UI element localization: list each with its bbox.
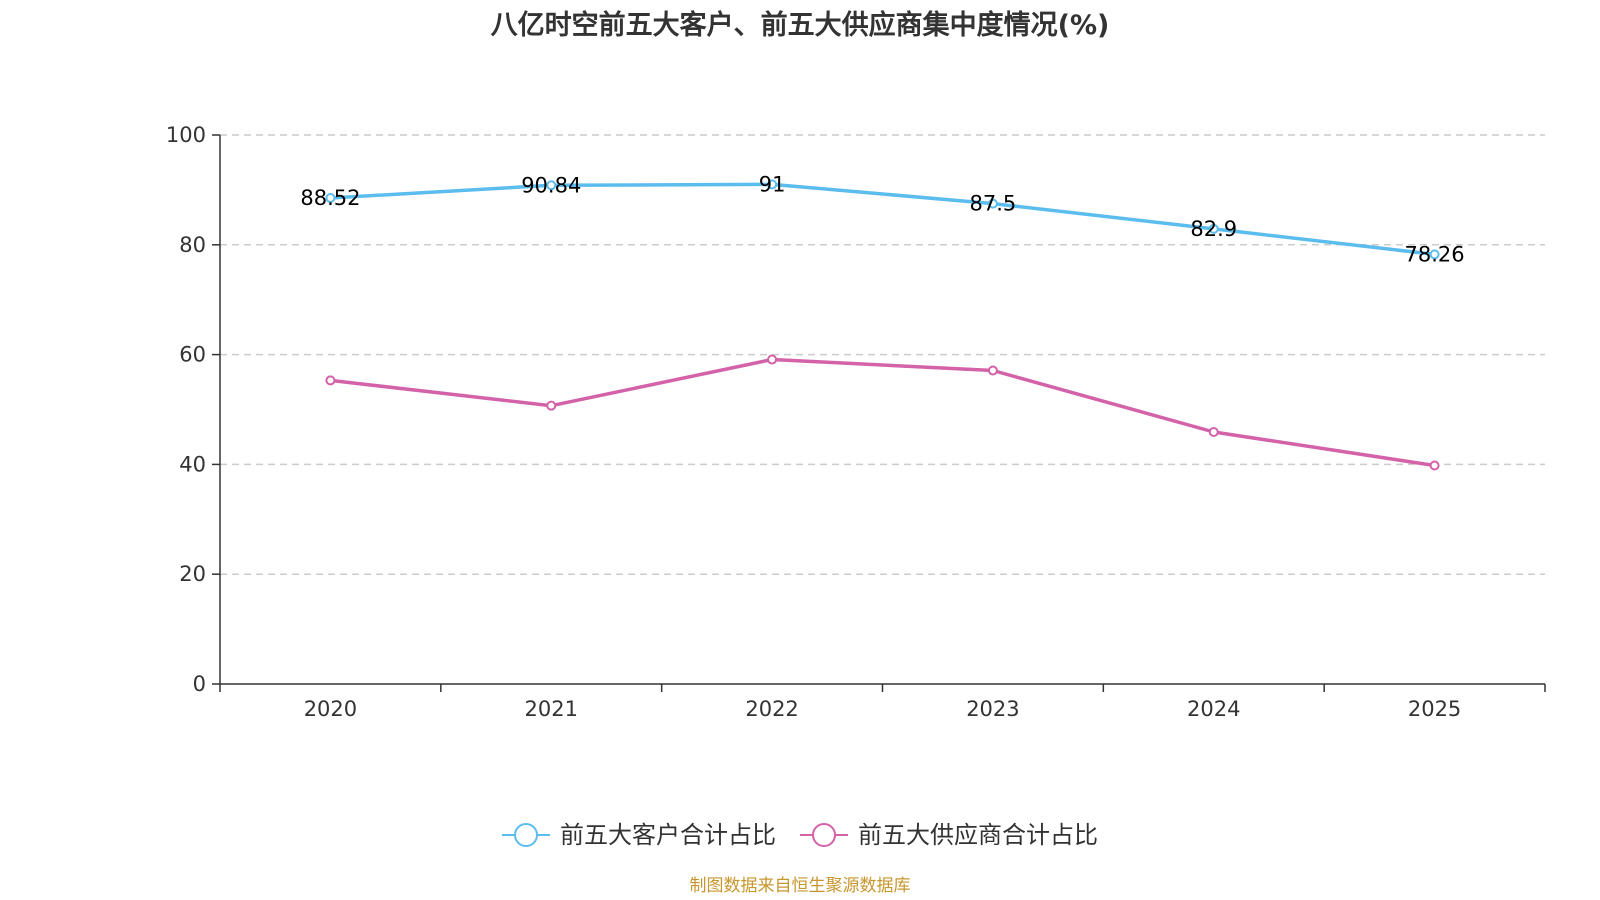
x-tick-label: 2021 [525,697,578,721]
y-tick-label: 20 [179,562,206,586]
y-tick-label: 60 [179,343,206,367]
data-point[interactable] [987,365,998,376]
data-point[interactable] [1429,249,1440,260]
series-line [328,182,1437,257]
legend-marker-icon [514,823,538,847]
data-point[interactable] [325,375,336,386]
data-point[interactable] [767,354,778,365]
data-label: 82.9 [1190,217,1237,241]
series-layer: 88.52 90.84 91 87.5 82.9 78.26 [300,172,1465,471]
series-line [328,357,1437,468]
y-tick-label: 40 [179,452,206,476]
legend-item[interactable]: 前五大供应商合计占比 [800,821,1098,849]
legend-label: 前五大客户合计占比 [560,821,776,849]
data-label: 87.5 [970,192,1017,216]
y-tick-label: 100 [166,123,206,147]
data-label: 78.26 [1405,242,1465,266]
x-tick-label: 2025 [1408,697,1461,721]
data-point[interactable] [1208,427,1219,438]
data-point[interactable] [546,180,557,191]
chart-title: 八亿时空前五大客户、前五大供应商集中度情况(%) [491,9,1110,41]
x-tick-label: 2022 [745,697,798,721]
data-label: 88.52 [300,186,360,210]
legend-label: 前五大供应商合计占比 [858,821,1098,849]
data-label: 90.84 [521,173,581,197]
series-2 [325,354,1440,471]
y-tick-label: 0 [193,672,206,696]
legend: 前五大客户合计占比 前五大供应商合计占比 [502,821,1098,849]
x-tick-label: 2023 [966,697,1019,721]
data-point[interactable] [546,400,557,411]
axes [219,135,1545,685]
data-label: 91 [759,172,786,196]
data-point[interactable] [1208,223,1219,234]
x-tick-label: 2020 [304,697,357,721]
y-tick-label: 80 [179,233,206,257]
data-point[interactable] [325,193,336,204]
y-axis-ticks: 0 20 40 60 80 100 [166,123,220,696]
data-point[interactable] [1429,460,1440,471]
series-1: 88.52 90.84 91 87.5 82.9 78.26 [300,172,1464,266]
x-axis-ticks: 2020 2021 2022 2023 2024 2025 [219,684,1546,721]
data-point[interactable] [767,179,778,190]
source-note: 制图数据来自恒生聚源数据库 [690,876,911,896]
legend-item[interactable]: 前五大客户合计占比 [502,821,776,849]
x-tick-label: 2024 [1187,697,1240,721]
data-point[interactable] [987,198,998,209]
grid-lines [220,134,1545,575]
legend-marker-icon [812,823,836,847]
